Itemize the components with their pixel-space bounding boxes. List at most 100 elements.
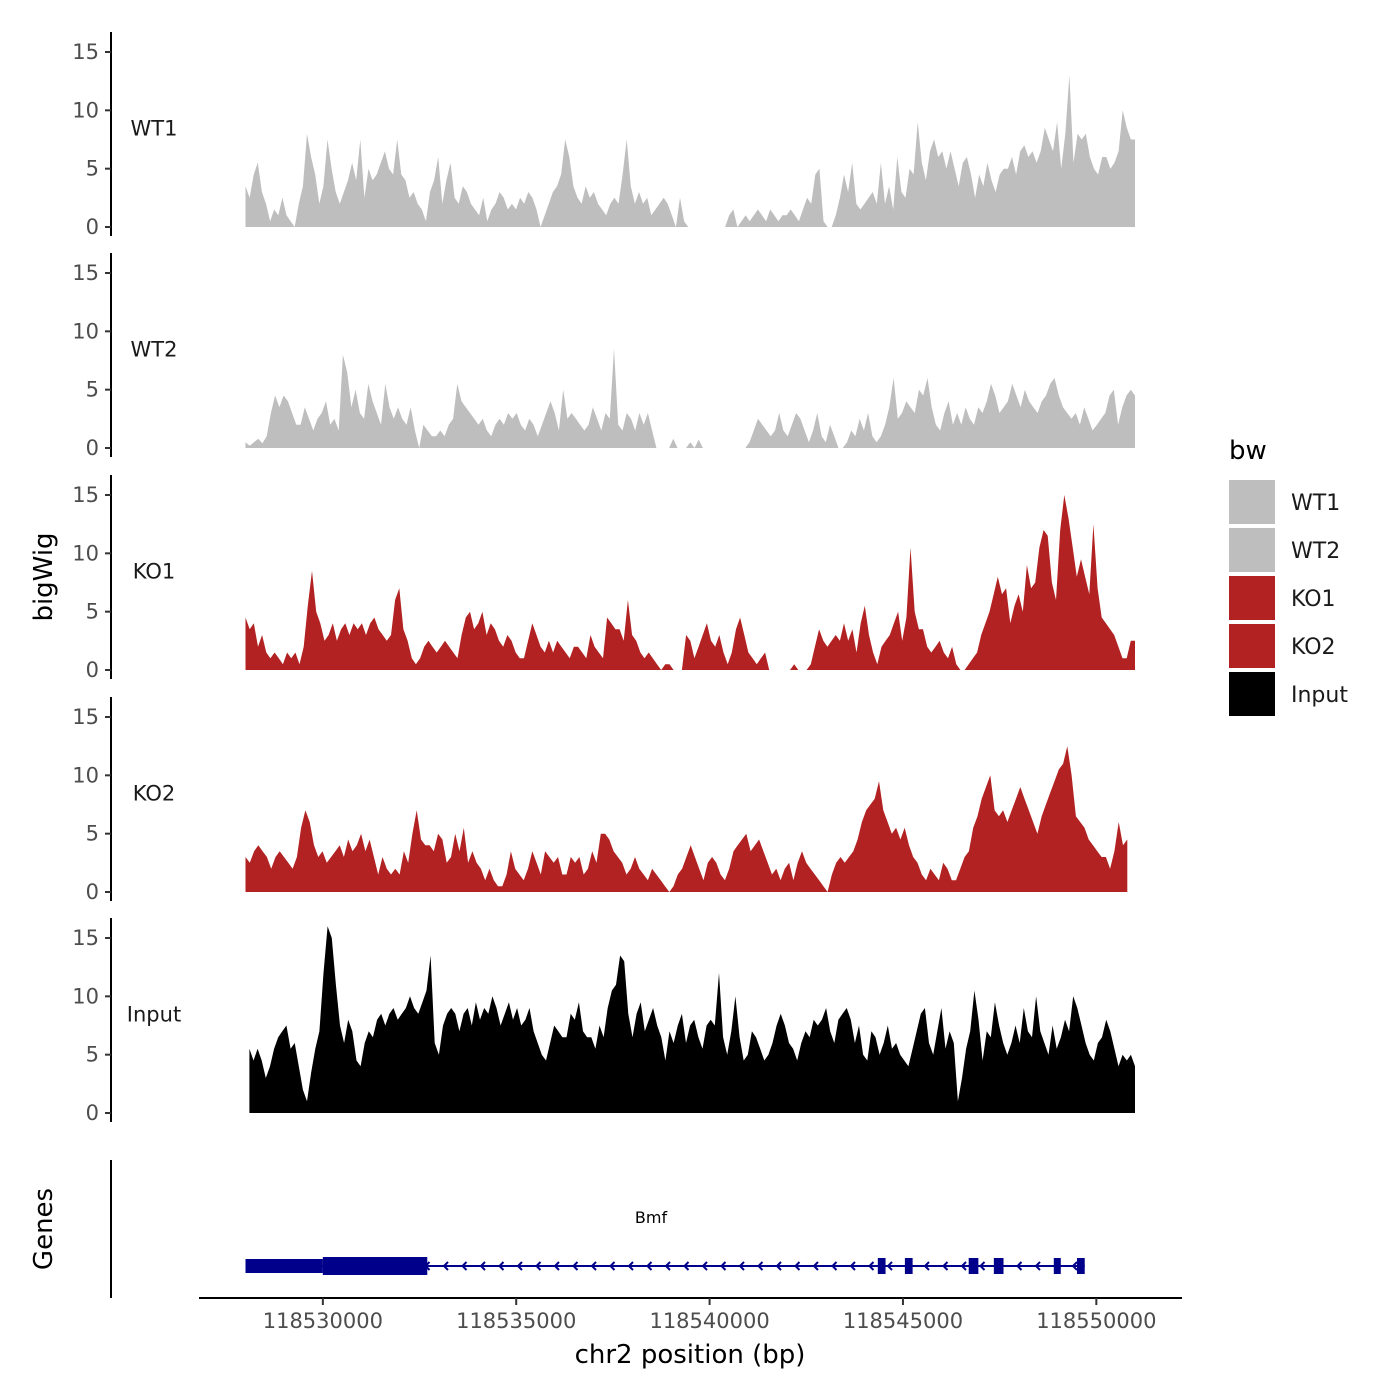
- track-label-input: Input: [127, 1003, 181, 1027]
- y-tick-label: 0: [86, 436, 99, 460]
- strand-arrow: [738, 1261, 745, 1271]
- exon: [968, 1258, 979, 1274]
- strand-arrow: [461, 1261, 468, 1271]
- strand-arrow: [868, 1261, 875, 1271]
- strand-arrow: [923, 1261, 930, 1271]
- y-tick-label: 10: [72, 763, 99, 787]
- y-tick-label: 10: [72, 319, 99, 343]
- strand-arrow: [609, 1261, 616, 1271]
- strand-arrow: [849, 1261, 856, 1271]
- track-ko2: 0 5 10 15 KO2: [72, 697, 1128, 904]
- legend: bw WT1 WT2 KO1 KO2 Input: [1229, 436, 1348, 716]
- bigwig-tracks: 0 5 10 15 WT1 0 5 10 15 WT2 0 5 10 15 KO1 0 5 10 15 KO2 0 5 10…: [72, 32, 1135, 1125]
- track-label-ko1: KO1: [133, 560, 176, 584]
- strand-arrow: [664, 1261, 671, 1271]
- genes-axis-title: Genes: [29, 1188, 59, 1270]
- strand-arrow: [812, 1261, 819, 1271]
- legend-label-ko1: KO1: [1291, 587, 1336, 612]
- exon-utr: [245, 1259, 323, 1273]
- y-tick-label: 5: [86, 822, 99, 846]
- track-input: 0 5 10 15 Input: [72, 918, 1135, 1125]
- x-ticks: 118530000 118535000 118540000 118545000 1185…: [263, 1298, 1156, 1333]
- strand-arrow: [498, 1261, 505, 1271]
- strand-arrow: [942, 1261, 949, 1271]
- y-tick-label: 10: [72, 541, 99, 565]
- legend-key-wt2: [1229, 528, 1275, 572]
- exon: [1076, 1258, 1085, 1274]
- y-tick-label: 5: [86, 600, 99, 624]
- strand-arrow: [720, 1261, 727, 1271]
- y-tick-label: 0: [86, 880, 99, 904]
- x-axis-title: chr2 position (bp): [575, 1340, 806, 1370]
- area-ko1: [245, 495, 1135, 670]
- track-wt2: 0 5 10 15 WT2: [72, 253, 1135, 460]
- y-axis-title: bigWig: [29, 532, 59, 621]
- area-input: [249, 926, 1135, 1113]
- strand-arrow: [553, 1261, 560, 1271]
- x-tick-label: 118530000: [263, 1309, 383, 1333]
- y-tick-label: 15: [72, 483, 99, 507]
- legend-key-ko2: [1229, 624, 1275, 668]
- strand-arrow: [886, 1261, 893, 1271]
- track-label-wt1: WT1: [131, 117, 178, 141]
- legend-key-wt1: [1229, 480, 1275, 524]
- y-tick-label: 10: [72, 984, 99, 1008]
- exon: [993, 1258, 1004, 1274]
- exon: [1053, 1258, 1061, 1274]
- strand-arrow: [590, 1261, 597, 1271]
- genes-panel: Genes Bmf: [29, 1160, 1085, 1298]
- exon: [904, 1258, 913, 1274]
- strand-arrow: [831, 1261, 838, 1271]
- legend-items: WT1 WT2 KO1 KO2 Input: [1229, 480, 1348, 716]
- exon: [877, 1258, 886, 1274]
- strand-arrow: [442, 1261, 449, 1271]
- legend-label-wt1: WT1: [1291, 491, 1340, 516]
- legend-key-ko1: [1229, 576, 1275, 620]
- y-tick-label: 15: [72, 705, 99, 729]
- strand-arrow: [572, 1261, 579, 1271]
- legend-key-input: [1229, 672, 1275, 716]
- y-tick-label: 10: [72, 98, 99, 122]
- area-ko2: [245, 746, 1128, 892]
- y-tick-label: 5: [86, 1043, 99, 1067]
- strand-arrow: [1071, 1261, 1078, 1271]
- strand-arrow: [479, 1261, 486, 1271]
- strand-arrow: [535, 1261, 542, 1271]
- legend-label-wt2: WT2: [1291, 539, 1340, 564]
- strand-arrow: [775, 1261, 782, 1271]
- x-tick-label: 118550000: [1036, 1309, 1156, 1333]
- y-tick-label: 15: [72, 40, 99, 64]
- track-ko1: 0 5 10 15 KO1: [72, 475, 1135, 682]
- y-tick-label: 0: [86, 215, 99, 239]
- y-tick-label: 0: [86, 658, 99, 682]
- strand-arrow: [646, 1261, 653, 1271]
- strand-arrow: [1034, 1261, 1041, 1271]
- x-tick-label: 118545000: [843, 1309, 963, 1333]
- gene-model-bmf: [245, 1257, 1085, 1275]
- gene-name-label: Bmf: [635, 1208, 668, 1227]
- legend-label-input: Input: [1291, 683, 1348, 708]
- strand-arrow: [979, 1261, 986, 1271]
- exon-large: [322, 1257, 428, 1275]
- x-tick-label: 118540000: [649, 1309, 769, 1333]
- y-tick-label: 5: [86, 157, 99, 181]
- strand-arrow: [960, 1261, 967, 1271]
- y-tick-label: 5: [86, 378, 99, 402]
- strand-arrow: [701, 1261, 708, 1271]
- strand-arrow: [683, 1261, 690, 1271]
- strand-arrow: [794, 1261, 801, 1271]
- area-wt2: [245, 348, 1135, 448]
- track-wt1: 0 5 10 15 WT1: [72, 32, 1135, 239]
- y-tick-label: 15: [72, 926, 99, 950]
- area-wt1: [245, 75, 1135, 227]
- strand-arrow: [516, 1261, 523, 1271]
- legend-title: bw: [1229, 436, 1267, 466]
- x-axis: 118530000 118535000 118540000 118545000 1185…: [199, 1297, 1182, 1370]
- strand-arrow: [627, 1261, 634, 1271]
- x-tick-label: 118535000: [456, 1309, 576, 1333]
- y-tick-label: 15: [72, 261, 99, 285]
- strand-arrow: [757, 1261, 764, 1271]
- strand-arrow: [1016, 1261, 1023, 1271]
- track-label-wt2: WT2: [131, 338, 178, 362]
